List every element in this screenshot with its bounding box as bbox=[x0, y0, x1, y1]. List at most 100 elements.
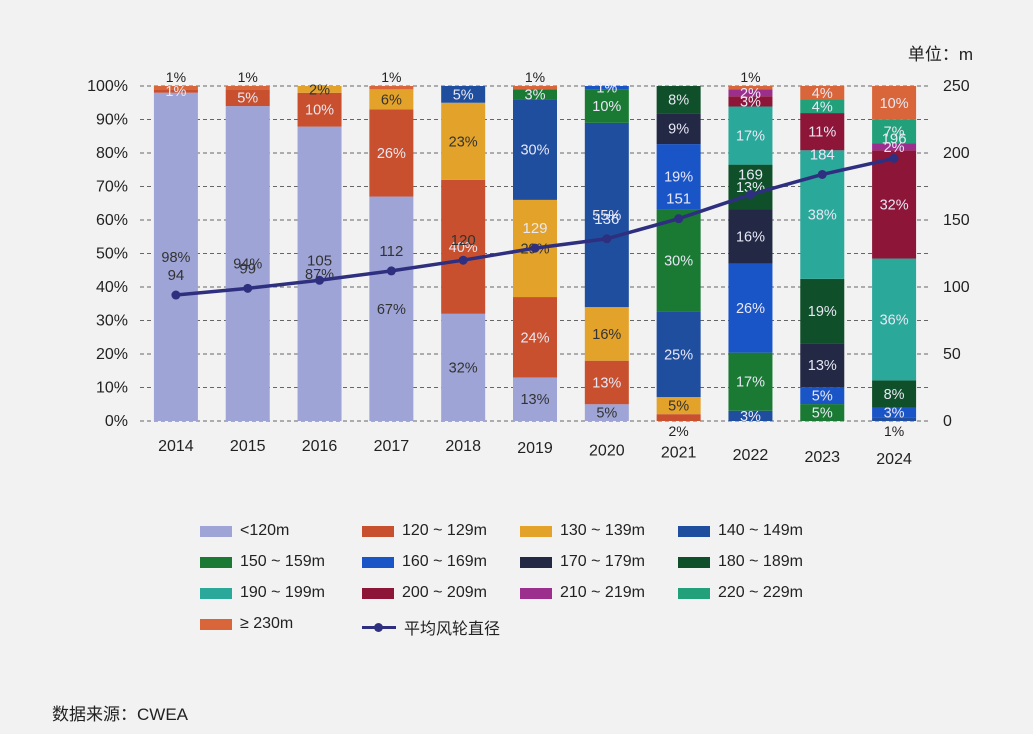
legend-label: ≥ 230m bbox=[240, 615, 294, 632]
bar-data-label: 5% bbox=[812, 389, 833, 405]
legend-label: 150 ~ 159m bbox=[240, 553, 325, 570]
bar-segment bbox=[728, 352, 773, 411]
bar-segment bbox=[800, 113, 845, 151]
legend-label: 200 ~ 209m bbox=[402, 584, 487, 601]
bar-data-label: 40% bbox=[449, 240, 478, 256]
legend-label: 210 ~ 219m bbox=[560, 584, 645, 601]
bar-segment bbox=[728, 263, 773, 353]
bar-segment bbox=[656, 209, 701, 312]
legend-swatch bbox=[678, 587, 710, 599]
legend-label: 220 ~ 229m bbox=[718, 584, 803, 601]
x-tick-label: 2022 bbox=[733, 447, 769, 464]
y-right-tick-label: 250 bbox=[943, 78, 970, 95]
bar-data-label: 5% bbox=[453, 87, 474, 103]
bar-data-label: 30% bbox=[520, 143, 549, 159]
line-value-label: 99 bbox=[239, 260, 256, 277]
x-tick-label: 2017 bbox=[374, 438, 410, 455]
bar-segment bbox=[728, 96, 773, 107]
line-point bbox=[530, 243, 540, 253]
bar-data-label: 26% bbox=[736, 301, 765, 317]
bar-segment bbox=[872, 143, 917, 151]
bar-segment bbox=[369, 196, 414, 421]
bar-data-label: 32% bbox=[449, 360, 478, 376]
bar-segment bbox=[872, 417, 917, 421]
bar-segment bbox=[513, 86, 557, 90]
bar-segment bbox=[584, 89, 629, 123]
line-value-label: 136 bbox=[594, 211, 619, 228]
legend-item: 120 ~ 129m bbox=[362, 522, 487, 540]
bar-segment bbox=[369, 86, 414, 90]
legend-swatch bbox=[362, 525, 394, 537]
legend-label: 190 ~ 199m bbox=[240, 584, 325, 601]
bar-data-label: 17% bbox=[736, 129, 765, 145]
x-tick-label: 2021 bbox=[661, 445, 697, 462]
bar-segment bbox=[656, 144, 701, 210]
bar-data-label: 8% bbox=[884, 387, 905, 403]
legend-item: 160 ~ 169m bbox=[362, 553, 487, 571]
bar-segment bbox=[584, 86, 629, 90]
data-source: 数据来源：CWEA bbox=[52, 705, 188, 724]
bar-data-label: 5% bbox=[596, 406, 617, 422]
x-tick-label: 2023 bbox=[804, 449, 840, 466]
bar-bottom-label: 2% bbox=[669, 423, 689, 439]
y-left-tick-label: 10% bbox=[96, 380, 128, 397]
legend-swatch bbox=[200, 587, 232, 599]
x-tick-label: 2024 bbox=[876, 451, 912, 468]
y-left-tick-label: 90% bbox=[96, 112, 128, 129]
stacked-bar-chart: 0% 10% 20% 30% 40% 50% 60% 70% 80% 90% 100% 0 50 100 1… bbox=[87, 69, 970, 468]
bar-segment bbox=[369, 89, 414, 110]
bar-data-label: 17% bbox=[736, 375, 765, 391]
bar-segment bbox=[728, 209, 773, 264]
y-right-tick-label: 0 bbox=[943, 413, 952, 430]
y-left-tick-label: 60% bbox=[96, 212, 128, 229]
bar-segment bbox=[800, 278, 845, 344]
bar-segment bbox=[728, 89, 773, 97]
bar-data-label: 13% bbox=[520, 392, 549, 408]
bar-segment bbox=[441, 179, 486, 314]
bar-data-label: 6% bbox=[381, 92, 402, 108]
bar-segment bbox=[872, 258, 917, 381]
line-value-label: 129 bbox=[522, 220, 547, 237]
bar-segment bbox=[656, 113, 701, 145]
bar-segment bbox=[872, 380, 917, 408]
legend-swatch bbox=[200, 525, 232, 537]
legend-label: 130 ~ 139m bbox=[560, 522, 645, 539]
bar-data-label: 98% bbox=[161, 250, 190, 266]
legend-item: <120m bbox=[200, 522, 289, 540]
legend-swatch bbox=[678, 525, 710, 537]
line-value-label: 169 bbox=[738, 167, 763, 184]
bar-segment bbox=[656, 414, 701, 421]
bar-segment bbox=[872, 150, 917, 259]
bar-data-label: 2% bbox=[740, 86, 761, 102]
legend-label: 160 ~ 169m bbox=[402, 553, 487, 570]
line-point bbox=[889, 153, 899, 163]
bar-top-label: 1% bbox=[740, 69, 760, 85]
legend-item: 190 ~ 199m bbox=[200, 584, 325, 602]
bar-data-label: 24% bbox=[520, 330, 549, 346]
bar-segment bbox=[728, 410, 773, 421]
bar-data-label: 5% bbox=[237, 91, 258, 107]
bar-data-label: 67% bbox=[377, 302, 406, 318]
y-left-tick-label: 80% bbox=[96, 145, 128, 162]
legend-item: 140 ~ 149m bbox=[678, 522, 803, 540]
bar-data-label: 13% bbox=[592, 375, 621, 391]
legend-label: 120 ~ 129m bbox=[402, 522, 487, 539]
bar-segment bbox=[153, 92, 198, 421]
bar-data-label: 2% bbox=[309, 82, 330, 98]
bar-segment bbox=[584, 404, 629, 421]
legend-label: 平均风轮直径 bbox=[404, 621, 501, 638]
y-left-tick-label: 100% bbox=[87, 78, 128, 95]
bar-data-label: 55% bbox=[592, 208, 621, 224]
bar-segment bbox=[297, 92, 342, 127]
bar-segment bbox=[297, 126, 342, 421]
bar-segment bbox=[584, 360, 629, 405]
bar-segment bbox=[225, 86, 270, 90]
bar-segment bbox=[225, 89, 270, 107]
line-value-label: 112 bbox=[379, 243, 403, 260]
bar-segment bbox=[656, 311, 701, 398]
x-tick-label: 2015 bbox=[230, 438, 266, 455]
line-value-label: 196 bbox=[882, 130, 907, 147]
bar-segment bbox=[513, 377, 557, 421]
bar-data-label: 10% bbox=[305, 103, 334, 119]
